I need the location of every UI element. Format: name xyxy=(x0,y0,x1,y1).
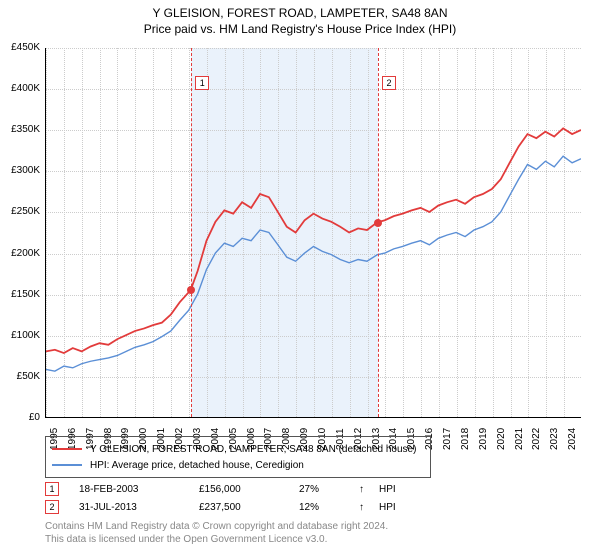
y-tick-label: £100K xyxy=(0,330,40,341)
transaction-row: 1 18-FEB-2003£156,00027%↑HPI xyxy=(45,480,396,498)
tx-vs: HPI xyxy=(379,502,396,513)
x-tick-label: 2019 xyxy=(478,428,489,450)
x-tick-label: 2022 xyxy=(531,428,542,450)
marker-box: 1 xyxy=(195,76,209,90)
y-tick-label: £400K xyxy=(0,83,40,94)
series-hpi xyxy=(46,156,581,371)
transaction-row: 2 31-JUL-2013£237,50012%↑HPI xyxy=(45,498,396,516)
tx-vs: HPI xyxy=(379,484,396,495)
chart-subtitle: Price paid vs. HM Land Registry's House … xyxy=(0,20,600,36)
footer-line2: This data is licensed under the Open Gov… xyxy=(45,533,388,546)
y-tick-label: £50K xyxy=(0,371,40,382)
y-tick-label: £450K xyxy=(0,42,40,53)
tx-price: £237,500 xyxy=(199,502,299,513)
y-tick-label: £300K xyxy=(0,165,40,176)
plot-area: 12 xyxy=(45,48,581,418)
legend-swatch-hpi xyxy=(52,464,82,466)
series-property xyxy=(46,128,581,353)
marker-dot xyxy=(374,219,382,227)
chart-container: Y GLEISION, FOREST ROAD, LAMPETER, SA48 … xyxy=(0,0,600,560)
arrow-up-icon: ↑ xyxy=(359,484,379,495)
tx-pct: 12% xyxy=(299,502,359,513)
y-tick-label: £200K xyxy=(0,248,40,259)
x-tick-label: 2023 xyxy=(549,428,560,450)
tx-price: £156,000 xyxy=(199,484,299,495)
tx-date: 18-FEB-2003 xyxy=(79,484,199,495)
chart-title: Y GLEISION, FOREST ROAD, LAMPETER, SA48 … xyxy=(0,0,600,20)
tx-pct: 27% xyxy=(299,484,359,495)
tx-date: 31-JUL-2013 xyxy=(79,502,199,513)
x-tick-label: 2017 xyxy=(442,428,453,450)
legend: Y GLEISION, FOREST ROAD, LAMPETER, SA48 … xyxy=(45,436,431,478)
footer: Contains HM Land Registry data © Crown c… xyxy=(45,520,388,546)
legend-row-hpi: HPI: Average price, detached house, Cere… xyxy=(52,457,424,473)
x-tick-label: 2021 xyxy=(514,428,525,450)
legend-label-property: Y GLEISION, FOREST ROAD, LAMPETER, SA48 … xyxy=(90,444,416,455)
y-tick-label: £150K xyxy=(0,289,40,300)
legend-swatch-property xyxy=(52,448,82,450)
x-tick-label: 2024 xyxy=(567,428,578,450)
tx-marker-box: 2 xyxy=(45,500,59,514)
y-tick-label: £250K xyxy=(0,206,40,217)
marker-box: 2 xyxy=(382,76,396,90)
line-svg xyxy=(46,48,581,417)
transaction-table: 1 18-FEB-2003£156,00027%↑HPI 2 31-JUL-2013£… xyxy=(45,480,396,516)
y-tick-label: £350K xyxy=(0,124,40,135)
legend-label-hpi: HPI: Average price, detached house, Cere… xyxy=(90,460,304,471)
y-tick-label: £0 xyxy=(0,412,40,423)
arrow-up-icon: ↑ xyxy=(359,502,379,513)
footer-line1: Contains HM Land Registry data © Crown c… xyxy=(45,520,388,533)
legend-row-property: Y GLEISION, FOREST ROAD, LAMPETER, SA48 … xyxy=(52,441,424,457)
tx-marker-box: 1 xyxy=(45,482,59,496)
x-tick-label: 2020 xyxy=(496,428,507,450)
x-tick-label: 2018 xyxy=(460,428,471,450)
marker-dot xyxy=(187,286,195,294)
